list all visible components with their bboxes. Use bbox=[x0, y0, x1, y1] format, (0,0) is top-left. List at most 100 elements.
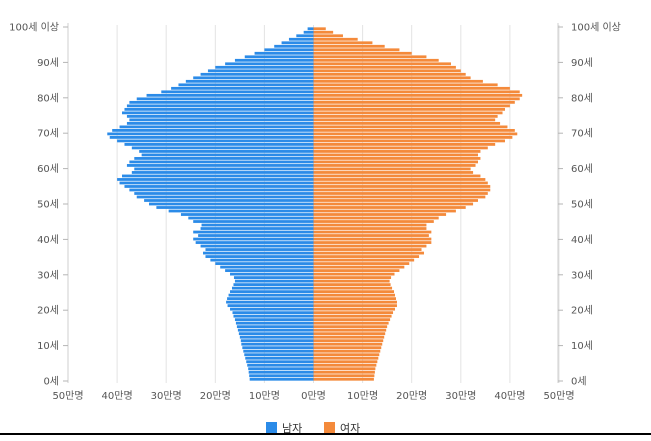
female-bar bbox=[313, 30, 334, 34]
y-tick-label-left: 90세 bbox=[37, 57, 59, 69]
male-bar bbox=[215, 262, 314, 265]
legend-swatch bbox=[324, 422, 335, 433]
female-bar bbox=[313, 272, 395, 276]
female-bar bbox=[313, 114, 498, 118]
female-bar bbox=[313, 132, 518, 136]
male-bar bbox=[225, 62, 314, 66]
legend-label: 남자 bbox=[282, 422, 302, 435]
male-bar bbox=[243, 349, 314, 353]
female-bar bbox=[313, 86, 510, 90]
female-bar bbox=[313, 262, 410, 265]
male-bar bbox=[144, 199, 314, 202]
female-bar bbox=[313, 349, 381, 353]
male-bar bbox=[200, 72, 314, 76]
female-bar bbox=[313, 223, 427, 227]
male-bar bbox=[178, 83, 314, 87]
female-bar bbox=[313, 332, 386, 336]
male-bar bbox=[156, 206, 314, 209]
female-bar bbox=[313, 283, 391, 287]
female-bar bbox=[313, 290, 395, 294]
female-bar bbox=[313, 100, 515, 104]
male-bar bbox=[230, 272, 314, 276]
female-bar bbox=[313, 213, 447, 216]
female-bar bbox=[313, 143, 496, 146]
x-tick-label: 50만명 bbox=[52, 390, 83, 402]
female-bar bbox=[313, 237, 432, 241]
female-bar bbox=[313, 79, 483, 83]
male-bar bbox=[235, 321, 314, 325]
male-bar bbox=[245, 356, 314, 360]
female-bar bbox=[313, 125, 508, 129]
female-bar bbox=[313, 346, 382, 350]
y-tick-label-right: 100세 이상 bbox=[571, 22, 621, 34]
female-bar bbox=[313, 335, 385, 339]
female-bar bbox=[313, 255, 420, 258]
bars-layer bbox=[107, 27, 523, 381]
female-bar bbox=[313, 374, 375, 378]
female-bar bbox=[313, 128, 515, 132]
y-tick-label-right: 80세 bbox=[571, 92, 593, 104]
female-bar bbox=[313, 328, 387, 332]
female-bar bbox=[313, 363, 377, 367]
female-bar bbox=[313, 51, 412, 55]
axis-layer: 50만명 40만명 30만명 20만명 10만명 0만명 10만명 20만명 30만명 40만명 5… bbox=[9, 22, 621, 403]
male-bar bbox=[141, 153, 314, 157]
y-tick-label-right: 30세 bbox=[571, 269, 593, 281]
male-bar bbox=[249, 374, 314, 378]
female-bar bbox=[313, 121, 501, 125]
x-tick-label: 10만명 bbox=[347, 390, 378, 402]
male-bar bbox=[129, 188, 314, 192]
female-bar bbox=[313, 202, 474, 206]
y-tick-label-right: 0세 bbox=[571, 376, 587, 388]
female-bar bbox=[313, 318, 391, 322]
female-bar bbox=[313, 199, 478, 202]
female-bar bbox=[313, 265, 405, 269]
male-bar bbox=[240, 339, 314, 343]
y-tick-label-right: 10세 bbox=[571, 340, 593, 352]
male-bar bbox=[193, 230, 314, 234]
male-bar bbox=[237, 328, 314, 332]
male-bar bbox=[234, 58, 314, 62]
female-bar bbox=[313, 234, 429, 237]
male-bar bbox=[136, 97, 314, 101]
male-bar bbox=[231, 286, 314, 290]
female-bar bbox=[313, 44, 385, 48]
male-bar bbox=[124, 143, 314, 146]
male-bar bbox=[195, 241, 314, 244]
male-bar bbox=[119, 125, 314, 129]
male-bar bbox=[168, 209, 314, 213]
male-bar bbox=[109, 136, 314, 139]
male-bar bbox=[248, 367, 314, 371]
female-bar bbox=[313, 258, 415, 262]
female-bar bbox=[313, 167, 471, 171]
female-bar bbox=[313, 188, 491, 192]
male-bar bbox=[307, 27, 314, 31]
female-bar bbox=[313, 139, 505, 143]
female-bar bbox=[313, 356, 379, 360]
female-bar bbox=[313, 325, 388, 329]
bottom-border bbox=[0, 433, 651, 435]
male-bar bbox=[122, 174, 314, 178]
y-tick-label-left: 10세 bbox=[37, 340, 59, 352]
female-bar bbox=[313, 206, 466, 209]
female-bar bbox=[313, 209, 456, 213]
female-bar bbox=[313, 300, 397, 304]
male-bar bbox=[234, 279, 314, 283]
female-bar bbox=[313, 227, 427, 230]
male-bar bbox=[249, 377, 314, 381]
female-bar bbox=[313, 304, 397, 308]
female-bar bbox=[313, 160, 478, 164]
male-bar bbox=[107, 132, 314, 136]
female-bar bbox=[313, 164, 476, 167]
male-bar bbox=[247, 363, 314, 367]
male-bar bbox=[225, 269, 314, 272]
male-bar bbox=[234, 318, 314, 322]
female-bar bbox=[313, 107, 505, 111]
female-bar bbox=[313, 171, 474, 174]
male-bar bbox=[215, 65, 314, 69]
x-tick-label: 50만명 bbox=[543, 390, 574, 402]
male-bar bbox=[131, 146, 314, 150]
y-tick-label-left: 0세 bbox=[43, 376, 59, 388]
female-bar bbox=[313, 150, 481, 153]
male-bar bbox=[207, 69, 314, 73]
